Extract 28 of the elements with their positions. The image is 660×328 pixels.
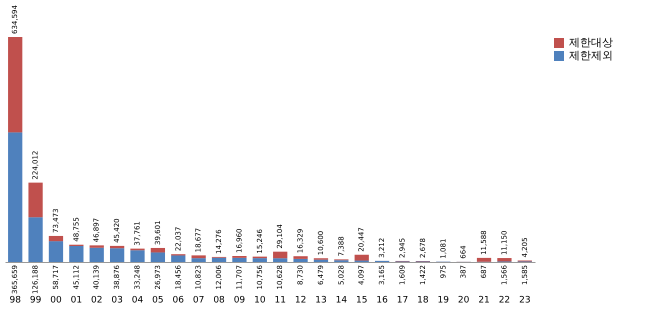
x-tick-label: 08 <box>213 296 226 306</box>
x-tick-label: 17 <box>396 296 408 306</box>
x-tick-label: 10 <box>254 296 266 306</box>
x-tick-label: 01 <box>70 296 82 306</box>
legend-label: 제한대상 <box>569 36 613 49</box>
x-tick-label: 00 <box>50 296 62 306</box>
x-tick-label: 99 <box>30 296 42 306</box>
x-tick-label: 03 <box>111 296 123 306</box>
x-tick-label: 05 <box>152 296 164 306</box>
x-tick-label: 14 <box>336 296 348 306</box>
x-tick-label: 98 <box>9 296 22 306</box>
x-tick-label: 13 <box>315 296 327 306</box>
x-tick-label: 02 <box>91 296 102 306</box>
legend-label: 제한제외 <box>569 49 613 62</box>
x-tick-label: 20 <box>458 296 470 306</box>
x-tick-label: 23 <box>519 296 531 306</box>
x-tick-label: 16 <box>376 296 388 306</box>
x-tick-label: 06 <box>172 296 184 306</box>
x-tick-label: 21 <box>478 296 490 306</box>
x-tick-label: 22 <box>498 296 510 306</box>
x-tick-label: 11 <box>274 296 286 306</box>
x-tick-label: 19 <box>438 296 450 306</box>
x-tick-label: 15 <box>356 296 368 306</box>
x-tick-label: 12 <box>294 296 306 306</box>
x-tick-label: 07 <box>192 296 204 306</box>
x-tick-label: 09 <box>234 296 246 306</box>
x-tick-label: 04 <box>132 296 144 306</box>
x-tick-label: 18 <box>417 296 429 306</box>
